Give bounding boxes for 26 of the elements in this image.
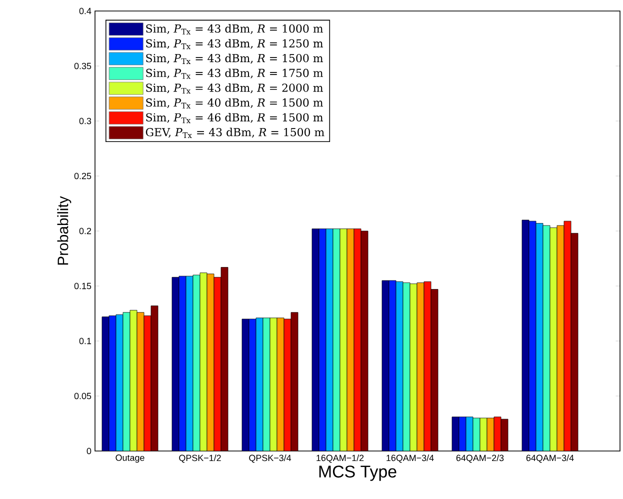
x-tick-label: Outage	[116, 454, 144, 463]
legend-label: Sim, P$_{Tx}$ = 40 dBm, R = 1500 m	[146, 98, 323, 108]
x-tick-label: 64QAM−3/4	[526, 454, 574, 463]
y-tick-label: 0.3	[79, 118, 92, 124]
x-axis-title: MCS Type	[319, 466, 396, 481]
y-tick-label: 0.2	[79, 228, 92, 234]
y-tick-label: 0.05	[74, 392, 92, 400]
y-axis-title: Probability	[57, 196, 72, 265]
x-tick-label: 64QAM−2/3	[456, 454, 504, 463]
y-tick-label: 0.1	[79, 338, 92, 344]
x-tick-label: 16QAM−3/4	[386, 454, 434, 463]
y-tick-label: 0.35	[74, 62, 92, 70]
legend-label: Sim, P$_{Tx}$ = 46 dBm, R = 1500 m	[146, 112, 323, 124]
legend-label: Sim, P$_{Tx}$ = 43 dBm, R = 1750 m	[146, 68, 323, 79]
y-tick-label: 0.25	[74, 172, 92, 180]
y-tick-label: 0.4	[79, 8, 92, 14]
legend-label: Sim, P$_{Tx}$ = 43 dBm, R = 1500 m	[146, 54, 323, 64]
legend-label: GEV, P$_{Tx}$ = 43 dBm, R = 1500 m	[146, 128, 324, 138]
x-tick-label: QPSK−3/4	[249, 454, 292, 463]
y-tick-label: 0.15	[74, 282, 92, 290]
x-tick-label: 16QAM−1/2	[316, 454, 364, 463]
legend-label: Sim, P$_{Tx}$ = 43 dBm, R = 1000 m	[146, 24, 323, 34]
y-tick-label: 0	[86, 448, 92, 454]
x-tick-label: QPSK−1/2	[179, 454, 221, 463]
legend-label: Sim, P$_{Tx}$ = 43 dBm, R = 1250 m	[146, 38, 323, 50]
legend-label: Sim, P$_{Tx}$ = 43 dBm, R = 2000 m	[146, 83, 323, 94]
